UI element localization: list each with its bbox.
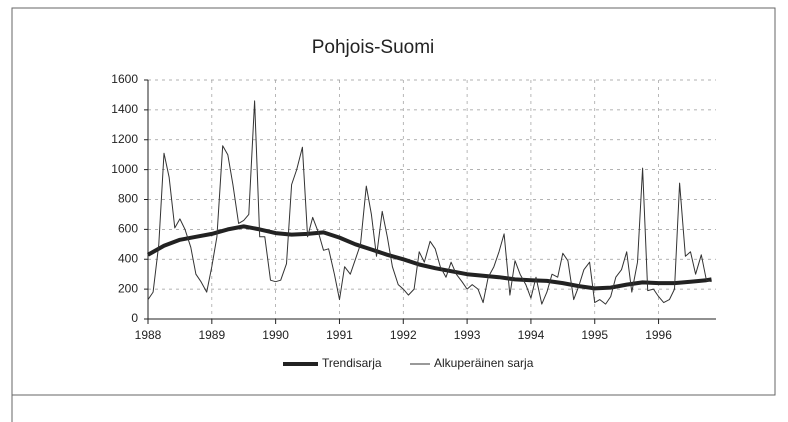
series-line — [147, 100, 712, 305]
chart-title: Pohjois-Suomi — [312, 37, 435, 58]
x-tick-label: 1990 — [262, 328, 289, 342]
x-tick-label: 1989 — [198, 328, 225, 342]
frame — [11, 7, 776, 396]
y-tick-label: 800 — [118, 192, 138, 206]
x-tick-label: 1995 — [581, 328, 608, 342]
y-tick-label: 1400 — [111, 102, 138, 116]
y-tick-label: 400 — [118, 251, 138, 265]
series-line — [147, 224, 712, 291]
y-tick-label: 0 — [131, 311, 138, 325]
x-tick-label: 1996 — [645, 328, 672, 342]
y-tick-label: 1000 — [111, 162, 138, 176]
y-tick-label: 1600 — [111, 72, 138, 86]
legend-label: Alkuperäinen sarja — [434, 356, 534, 370]
y-tick-label: 600 — [118, 222, 138, 236]
x-tick-label: 1994 — [518, 328, 545, 342]
x-tick-label: 1992 — [390, 328, 417, 342]
x-tick-label: 1991 — [326, 328, 353, 342]
x-tick-label: 1988 — [135, 328, 162, 342]
y-tick-label: 1200 — [111, 132, 138, 146]
legend-label: Trendisarja — [322, 356, 382, 370]
y-tick-label: 200 — [118, 281, 138, 295]
x-tick-label: 1993 — [454, 328, 481, 342]
